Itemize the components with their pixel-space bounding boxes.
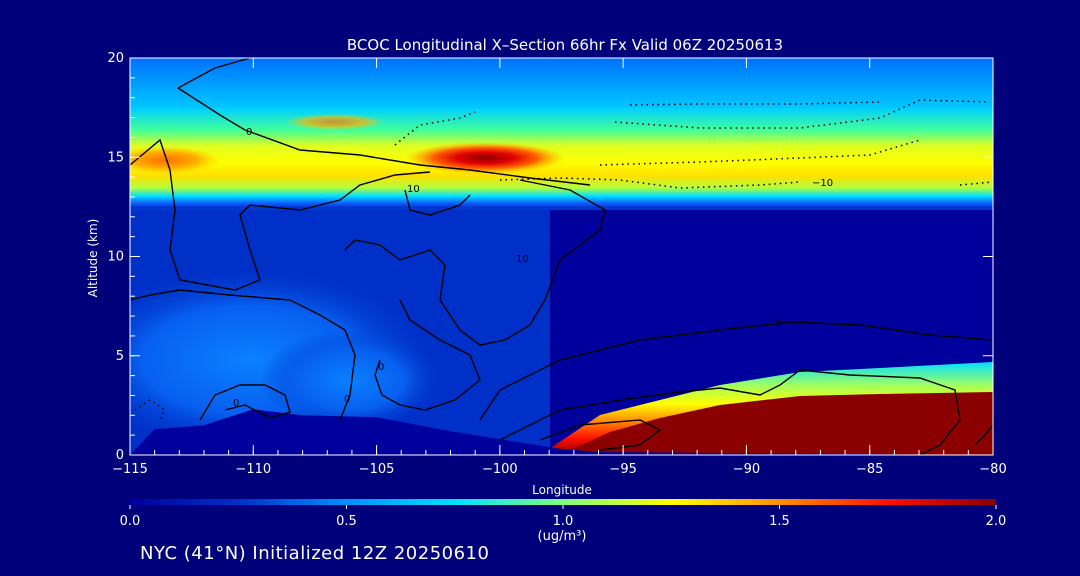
hotspot-west	[130, 146, 220, 174]
plot-area: 0 0 0 0 0 10 10 −10	[130, 58, 993, 455]
boundary-layer-core	[560, 392, 993, 455]
x-axis-title: Longitude	[532, 483, 592, 497]
colorbar-tick-label: 0.5	[336, 514, 357, 529]
footer-text: NYC (41°N) Initialized 12Z 20250610	[140, 543, 490, 564]
colorbar-unit-label: (ug/m³)	[538, 529, 587, 544]
y-tick-label: 10	[107, 250, 124, 265]
contour-line	[479, 321, 993, 421]
contour-label: 10	[516, 254, 529, 265]
x-tick-label: −95	[609, 462, 636, 477]
contour-line	[130, 289, 356, 421]
contour-line	[177, 87, 591, 186]
contour-line	[199, 384, 291, 421]
dotted-contour	[629, 101, 881, 106]
y-tick-label: 20	[107, 51, 124, 66]
x-tick-label: −100	[482, 462, 518, 477]
west-lower-plume-2	[260, 330, 440, 430]
x-tick-label: −115	[112, 462, 148, 477]
contour-label: 0	[233, 398, 239, 409]
contour-line	[177, 58, 251, 89]
dotted-contour	[959, 181, 993, 186]
contour-line	[499, 369, 961, 455]
contour-label: −10	[812, 178, 833, 189]
hotspot-west-upper	[285, 114, 385, 130]
chart-title: BCOC Longitudinal X–Section 66hr Fx Vali…	[347, 36, 783, 54]
colorbar: 0.0 0.5 1.0 1.5 2.0	[120, 499, 1007, 529]
x-tick-label: −110	[235, 462, 271, 477]
colorbar-tick-label: 1.5	[769, 514, 790, 529]
contour-line	[344, 179, 606, 346]
contour-label: 0	[378, 362, 384, 373]
contour-label: 0	[344, 394, 350, 405]
y-tick-label: 0	[116, 448, 124, 463]
contour-label: 0	[246, 127, 252, 138]
contour-line	[130, 138, 431, 291]
y-tick-label: 5	[116, 349, 124, 364]
dotted-contour	[599, 139, 921, 166]
contour-line	[374, 299, 481, 411]
x-tick-label: −90	[733, 462, 760, 477]
x-tick-label: −80	[979, 462, 1006, 477]
x-tick-label: −105	[359, 462, 395, 477]
x-tick-label: −85	[856, 462, 883, 477]
contour-label: 0	[775, 318, 781, 329]
hotspot-center	[405, 142, 565, 174]
y-tick-label: 15	[107, 150, 124, 165]
dotted-contour	[614, 99, 991, 129]
colorbar-tick-label: 0.0	[120, 514, 141, 529]
terrain	[130, 409, 993, 455]
dotted-contours	[134, 99, 993, 421]
contour-line	[404, 189, 471, 216]
y-axis-title: Altitude (km)	[86, 219, 100, 298]
colorbar-tick-label: 2.0	[986, 514, 1007, 529]
colorbar-ramp	[130, 499, 996, 505]
dotted-contour	[499, 177, 801, 189]
contour-labels: 0 0 0 0 0 10 10 −10	[233, 127, 833, 409]
contour-line	[974, 424, 993, 446]
contour-lines	[130, 58, 993, 455]
contour-line	[539, 419, 662, 451]
colorbar-tick-label: 1.0	[553, 514, 574, 529]
contour-label: 10	[407, 184, 420, 195]
